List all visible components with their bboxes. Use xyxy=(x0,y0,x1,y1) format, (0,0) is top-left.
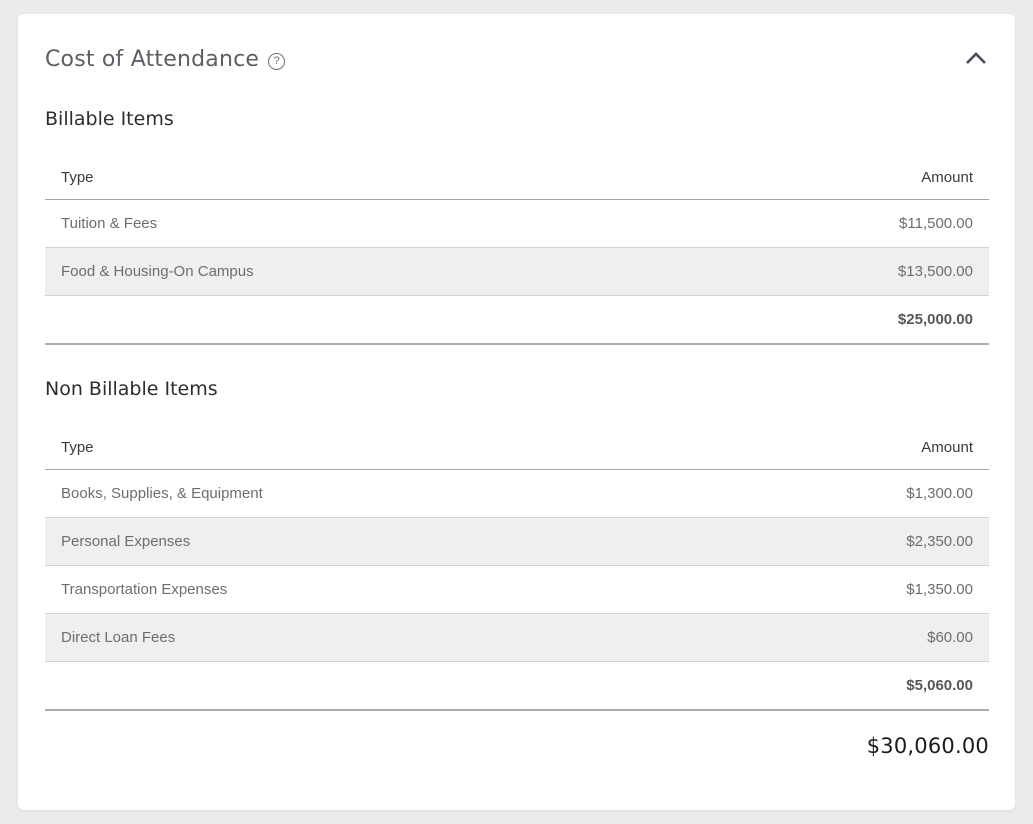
table-header: Type Amount xyxy=(45,157,989,200)
subtotal-amount: $25,000.00 xyxy=(897,311,973,328)
section-heading-non-billable: Non Billable Items xyxy=(45,378,218,400)
row-amount: $1,350.00 xyxy=(906,581,973,598)
row-type: Transportation Expenses xyxy=(61,581,228,598)
chevron-up-icon xyxy=(966,52,986,64)
row-type: Books, Supplies, & Equipment xyxy=(61,485,263,502)
subtotal-row: $5,060.00 xyxy=(45,662,989,711)
row-amount: $1,300.00 xyxy=(906,485,973,502)
card-header: Cost of Attendance ? xyxy=(45,47,989,72)
table-row: Books, Supplies, & Equipment $1,300.00 xyxy=(45,470,989,518)
cost-of-attendance-card: Cost of Attendance ? Billable Items Type… xyxy=(18,14,1015,810)
grand-total-row: $30,060.00 xyxy=(45,711,989,758)
row-amount: $2,350.00 xyxy=(906,533,973,550)
row-amount: $13,500.00 xyxy=(897,263,973,280)
subtotal-row: $25,000.00 xyxy=(45,296,989,345)
non-billable-items-table: Type Amount Books, Supplies, & Equipment… xyxy=(45,427,989,711)
section-heading-billable: Billable Items xyxy=(45,108,174,130)
help-icon-glyph: ? xyxy=(273,54,280,67)
row-type: Tuition & Fees xyxy=(61,215,158,232)
table-row: Direct Loan Fees $60.00 xyxy=(45,614,989,662)
table-header: Type Amount xyxy=(45,427,989,470)
table-row: Tuition & Fees $11,500.00 xyxy=(45,200,989,248)
row-type: Personal Expenses xyxy=(61,533,191,550)
collapse-button[interactable] xyxy=(963,47,989,70)
table-row: Food & Housing-On Campus $13,500.00 xyxy=(45,248,989,296)
row-amount: $11,500.00 xyxy=(899,215,973,232)
table-row: Transportation Expenses $1,350.00 xyxy=(45,566,989,614)
row-amount: $60.00 xyxy=(927,629,973,646)
help-icon[interactable]: ? xyxy=(268,52,286,70)
grand-total: $30,060.00 xyxy=(866,734,989,758)
row-type: Food & Housing-On Campus xyxy=(61,263,254,280)
row-type: Direct Loan Fees xyxy=(61,629,176,646)
billable-items-table: Type Amount Tuition & Fees $11,500.00 Fo… xyxy=(45,157,989,345)
column-header-type: Type xyxy=(61,169,94,186)
table-row: Personal Expenses $2,350.00 xyxy=(45,518,989,566)
column-header-amount: Amount xyxy=(921,439,973,456)
page-title: Cost of Attendance xyxy=(45,47,260,72)
title-wrap: Cost of Attendance ? xyxy=(45,47,286,72)
subtotal-amount: $5,060.00 xyxy=(906,677,973,694)
column-header-amount: Amount xyxy=(921,169,973,186)
column-header-type: Type xyxy=(61,439,94,456)
